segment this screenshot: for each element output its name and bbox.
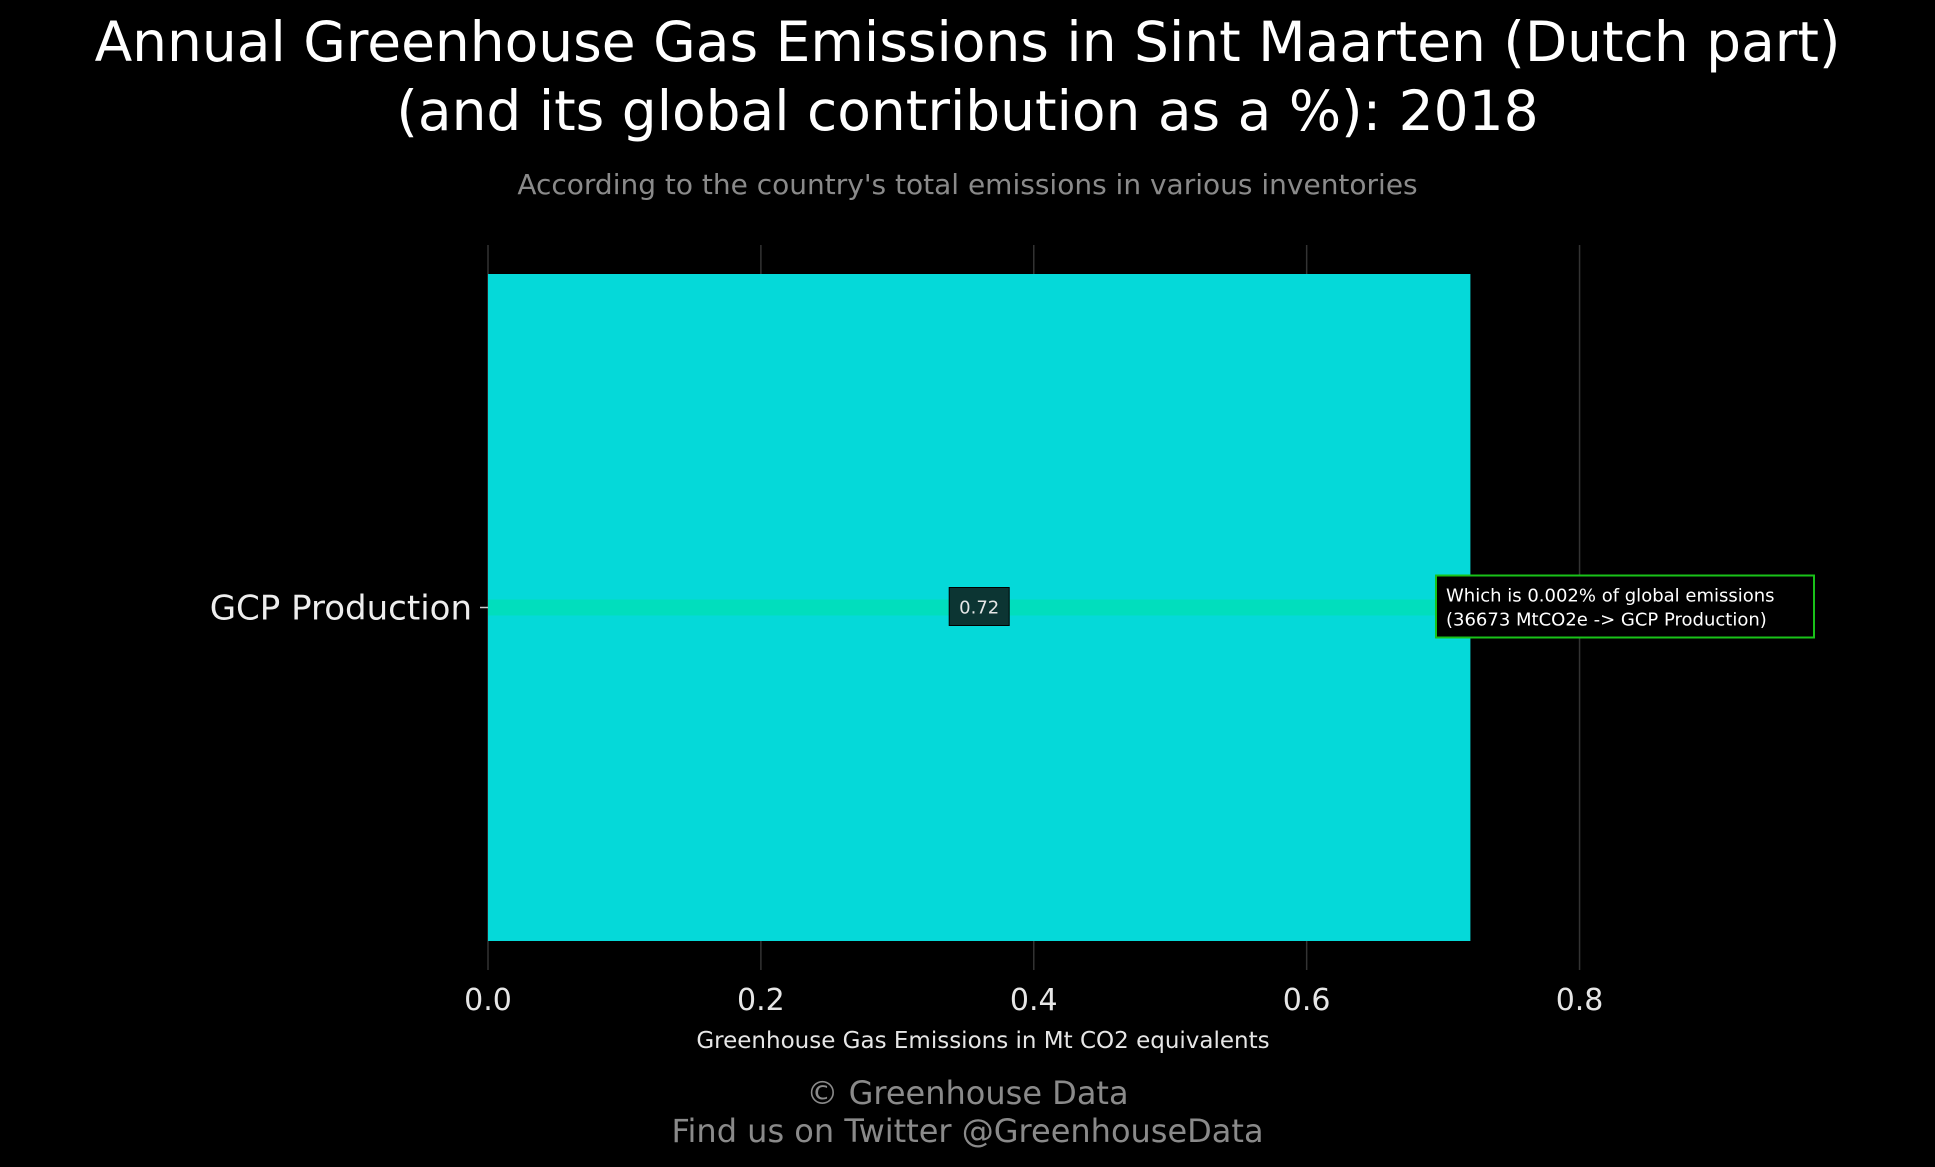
data-label: 0.72 [959,598,999,619]
x-tick-label: 0.8 [1556,983,1604,1018]
credit-copyright: © Greenhouse Data [806,1074,1129,1112]
chart-title-line-2: (and its global contribution as a %): 20… [396,79,1539,143]
data-label-box [948,587,1010,626]
x-tick-label: 0.6 [1283,983,1331,1018]
x-axis-label: Greenhouse Gas Emissions in Mt CO2 equiv… [696,1028,1269,1054]
x-tick-label: 0.4 [1010,983,1058,1018]
category-labels: GCP Production [210,589,488,629]
x-axis-ticks: 0.0 0.2 0.4 0.6 0.8 [464,983,1603,1018]
x-tick-label: 0.2 [737,983,785,1018]
chart-title: Annual Greenhouse Gas Emissions in Sint … [0,8,1935,146]
credit-twitter: Find us on Twitter @GreenhouseData [671,1112,1264,1150]
chart-subtitle: According to the country's total emissio… [517,168,1418,201]
annotation-line-1: Which is 0.002% of global emissions [1446,586,1775,607]
annotation: Which is 0.002% of global emissions (3667… [1435,574,1815,639]
category-label: GCP Production [210,589,472,629]
chart-title-line-1: Annual Greenhouse Gas Emissions in Sint … [94,10,1841,74]
bars: 0.72 [488,274,1471,941]
x-tick-label: 0.0 [464,983,512,1018]
annotation-box [1435,574,1815,639]
credit: © Greenhouse Data Find us on Twitter @Gr… [0,1074,1935,1150]
annotation-line-2: (36673 MtCO2e -> GCP Production) [1446,610,1767,631]
